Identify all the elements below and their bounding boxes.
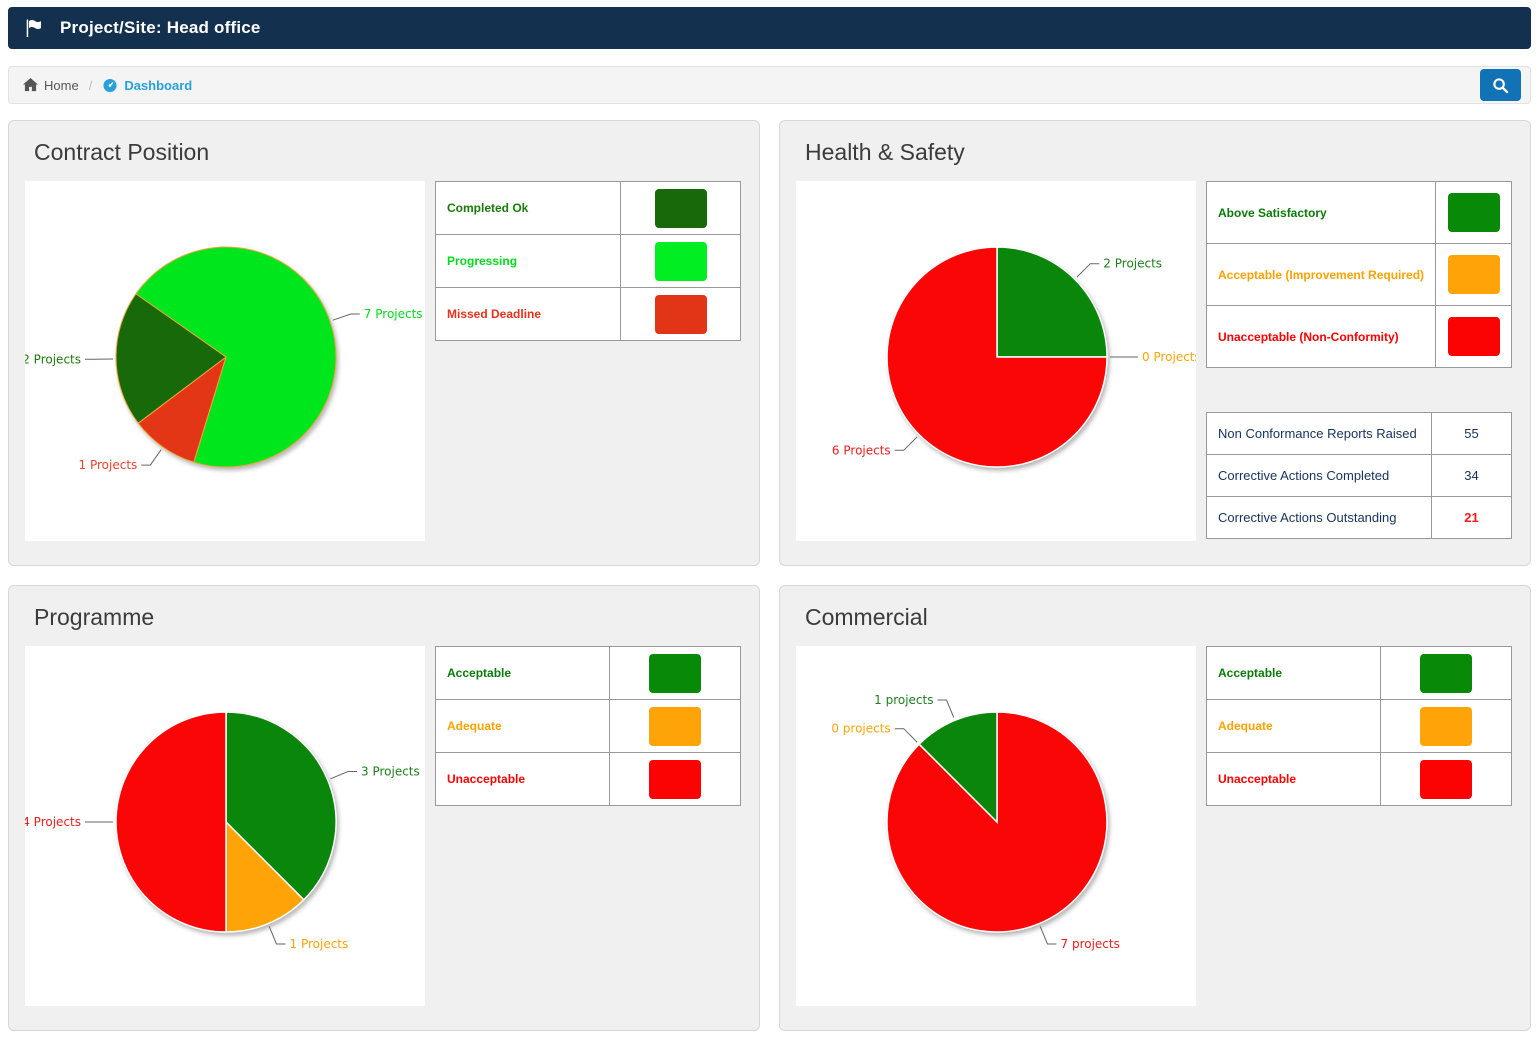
legend-swatch bbox=[649, 653, 701, 693]
search-icon bbox=[1492, 77, 1509, 94]
flag-icon bbox=[25, 18, 45, 38]
dashboard-icon bbox=[102, 78, 118, 93]
breadcrumb-separator: / bbox=[88, 77, 93, 93]
search-button[interactable] bbox=[1480, 69, 1521, 101]
legend-swatch bbox=[1420, 759, 1472, 799]
svg-text:2 Projects: 2 Projects bbox=[1103, 257, 1162, 271]
app-header: Project/Site: Head office bbox=[8, 7, 1531, 49]
svg-text:7 projects: 7 projects bbox=[1061, 937, 1120, 951]
panel-title: Contract Position bbox=[34, 139, 210, 165]
contract-position-chart-area: 7 Projects 1 Projects 2 Projects bbox=[25, 181, 425, 541]
svg-text:4 Projects: 4 Projects bbox=[25, 815, 81, 829]
legend-label: Unacceptable bbox=[435, 752, 610, 806]
panel-contract-position: Contract Position 7 Projects 1 Projects 2 … bbox=[8, 120, 760, 566]
legend-label: Completed Ok bbox=[435, 181, 621, 235]
panel-title: Health & Safety bbox=[805, 139, 965, 165]
stats-row: Non Conformance Reports Raised 55 bbox=[1206, 412, 1512, 455]
svg-text:1 projects: 1 projects bbox=[874, 693, 933, 707]
svg-text:3 Projects: 3 Projects bbox=[361, 765, 420, 779]
panel-programme: Programme 3 Projects 1 Projects 4 Projects… bbox=[8, 585, 760, 1031]
legend-table: Acceptable Adequate Unacceptable bbox=[435, 646, 741, 806]
legend-row: Progressing bbox=[435, 234, 741, 288]
legend-row: Above Satisfactory bbox=[1205, 181, 1512, 244]
legend-label: Progressing bbox=[435, 234, 621, 288]
stats-value: 21 bbox=[1431, 496, 1512, 539]
commercial-chart-area: 7 projects 0 projects 1 projects bbox=[796, 646, 1196, 1006]
health-safety-chart-area: 2 Projects 0 Projects 6 Projects bbox=[796, 181, 1196, 541]
breadcrumb-home-link[interactable]: Home bbox=[44, 77, 79, 93]
ncr-stats-table: Non Conformance Reports Raised 55 Correc… bbox=[1206, 412, 1512, 539]
legend-swatch bbox=[649, 706, 701, 746]
programme-chart-area: 3 Projects 1 Projects 4 Projects bbox=[25, 646, 425, 1006]
legend-table: Acceptable Adequate Unacceptable bbox=[1206, 646, 1512, 806]
breadcrumb-current[interactable]: Dashboard bbox=[124, 77, 193, 93]
panel-title: Commercial bbox=[805, 604, 928, 630]
stats-label: Corrective Actions Outstanding bbox=[1206, 496, 1432, 539]
legend-label: Acceptable bbox=[1206, 646, 1381, 700]
svg-text:7 Projects: 7 Projects bbox=[364, 307, 423, 321]
programme-pie-chart[interactable]: 3 Projects 1 Projects 4 Projects bbox=[25, 646, 425, 1006]
legend-label: Above Satisfactory bbox=[1205, 181, 1437, 244]
legend-row: Unacceptable (Non-Conformity) bbox=[1205, 305, 1512, 368]
legend-row: Acceptable bbox=[1206, 646, 1512, 700]
legend-row: Completed Ok bbox=[435, 181, 741, 235]
legend-label: Acceptable (Improvement Required) bbox=[1205, 243, 1437, 306]
svg-text:0 projects: 0 projects bbox=[831, 722, 890, 736]
legend-label: Missed Deadline bbox=[435, 287, 621, 341]
legend-swatch bbox=[1447, 193, 1500, 232]
contract-position-pie-chart[interactable]: 7 Projects 1 Projects 2 Projects bbox=[25, 181, 425, 541]
legend-swatch bbox=[1447, 255, 1500, 294]
stats-value: 34 bbox=[1431, 454, 1512, 497]
legend-swatch bbox=[1420, 706, 1472, 746]
legend-swatch bbox=[654, 294, 707, 334]
page-title: Project/Site: Head office bbox=[60, 18, 261, 37]
legend-label: Unacceptable (Non-Conformity) bbox=[1205, 305, 1437, 368]
panel-grid: Contract Position 7 Projects 1 Projects 2 … bbox=[8, 120, 1531, 1031]
stats-row: Corrective Actions Completed 34 bbox=[1206, 454, 1512, 497]
commercial-pie-chart[interactable]: 7 projects 0 projects 1 projects bbox=[796, 646, 1196, 1006]
legend-table: Above Satisfactory Acceptable (Improveme… bbox=[1205, 181, 1512, 368]
legend-row: Acceptable bbox=[435, 646, 741, 700]
legend-label: Adequate bbox=[435, 699, 610, 753]
legend-swatch bbox=[654, 241, 707, 281]
breadcrumb: Home / Dashboard bbox=[8, 66, 1531, 104]
legend-table: Completed Ok Progressing Missed Deadline bbox=[435, 181, 741, 341]
stats-label: Corrective Actions Completed bbox=[1206, 454, 1432, 497]
stats-row: Corrective Actions Outstanding 21 bbox=[1206, 496, 1512, 539]
home-icon bbox=[23, 78, 38, 92]
legend-row: Missed Deadline bbox=[435, 287, 741, 341]
legend-label: Acceptable bbox=[435, 646, 610, 700]
legend-swatch bbox=[1420, 653, 1472, 693]
legend-label: Adequate bbox=[1206, 699, 1381, 753]
svg-text:1 Projects: 1 Projects bbox=[290, 937, 349, 951]
svg-text:6 Projects: 6 Projects bbox=[832, 443, 891, 457]
legend-row: Unacceptable bbox=[1206, 752, 1512, 806]
panel-commercial: Commercial 7 projects 0 projects 1 project… bbox=[779, 585, 1531, 1031]
legend-row: Adequate bbox=[1206, 699, 1512, 753]
panel-title: Programme bbox=[34, 604, 155, 630]
svg-text:0 Projects: 0 Projects bbox=[1142, 350, 1196, 364]
dashboard-page: Project/Site: Head office Home / Dashboa… bbox=[0, 7, 1539, 1031]
legend-row: Adequate bbox=[435, 699, 741, 753]
legend-swatch bbox=[649, 759, 701, 799]
panel-health-safety: Health & Safety 2 Projects 0 Projects 6 Pr… bbox=[779, 120, 1531, 566]
legend-swatch bbox=[654, 188, 707, 228]
svg-text:2 Projects: 2 Projects bbox=[25, 352, 81, 366]
svg-text:1 Projects: 1 Projects bbox=[79, 458, 138, 472]
health-safety-pie-chart[interactable]: 2 Projects 0 Projects 6 Projects bbox=[796, 181, 1196, 541]
legend-row: Acceptable (Improvement Required) bbox=[1205, 243, 1512, 306]
stats-label: Non Conformance Reports Raised bbox=[1206, 412, 1432, 455]
stats-value: 55 bbox=[1431, 412, 1512, 455]
legend-label: Unacceptable bbox=[1206, 752, 1381, 806]
legend-swatch bbox=[1447, 317, 1500, 356]
legend-row: Unacceptable bbox=[435, 752, 741, 806]
